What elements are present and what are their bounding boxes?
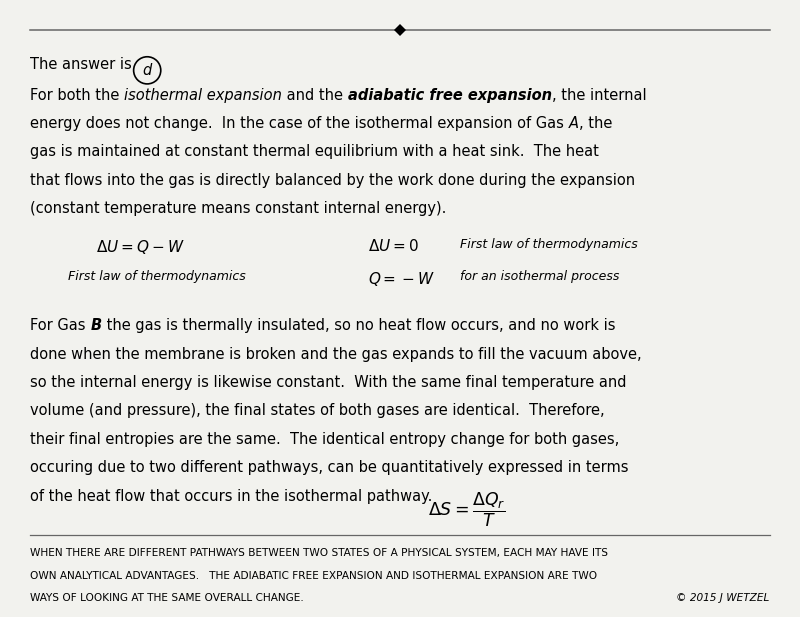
Text: $\Delta U = Q - W$: $\Delta U = Q - W$ [96,238,185,256]
Text: done when the membrane is broken and the gas expands to fill the vacuum above,: done when the membrane is broken and the… [30,347,642,362]
Text: energy does not change.  In the case of the isothermal expansion of Gas: energy does not change. In the case of t… [30,116,569,131]
Text: , the internal: , the internal [552,88,646,102]
Text: $\Delta S = \dfrac{\Delta Q_r}{T}$: $\Delta S = \dfrac{\Delta Q_r}{T}$ [428,491,506,529]
Text: First law of thermodynamics: First law of thermodynamics [68,270,246,283]
Text: occuring due to two different pathways, can be quantitatively expressed in terms: occuring due to two different pathways, … [30,460,629,475]
Text: adiabatic free expansion: adiabatic free expansion [348,88,552,102]
Text: gas is maintained at constant thermal equilibrium with a heat sink.  The heat: gas is maintained at constant thermal eq… [30,144,599,159]
Text: For both the: For both the [30,88,125,102]
Text: The answer is: The answer is [30,57,137,72]
Text: so the internal energy is likewise constant.  With the same final temperature an: so the internal energy is likewise const… [30,375,627,390]
Text: OWN ANALYTICAL ADVANTAGES.   THE ADIABATIC FREE EXPANSION AND ISOTHERMAL EXPANSI: OWN ANALYTICAL ADVANTAGES. THE ADIABATIC… [30,571,598,581]
Text: (constant temperature means constant internal energy).: (constant temperature means constant int… [30,201,446,216]
Text: for an isothermal process: for an isothermal process [460,270,619,283]
Text: WHEN THERE ARE DIFFERENT PATHWAYS BETWEEN TWO STATES OF A PHYSICAL SYSTEM, EACH : WHEN THERE ARE DIFFERENT PATHWAYS BETWEE… [30,549,608,558]
Text: that flows into the gas is directly balanced by the work done during the expansi: that flows into the gas is directly bala… [30,173,635,188]
Text: $Q = -W$: $Q = -W$ [368,270,435,288]
Text: © 2015 J WETZEL: © 2015 J WETZEL [676,593,770,603]
Text: $\Delta U = 0$: $\Delta U = 0$ [368,238,419,254]
Text: of the heat flow that occurs in the isothermal pathway.: of the heat flow that occurs in the isot… [30,489,433,503]
Text: A: A [569,116,579,131]
Text: First law of thermodynamics: First law of thermodynamics [460,238,638,251]
Text: isothermal expansion: isothermal expansion [125,88,282,102]
Text: and the: and the [282,88,348,102]
Text: B: B [90,318,102,333]
Text: the gas is thermally insulated, so no heat flow occurs, and no work is: the gas is thermally insulated, so no he… [102,318,615,333]
Text: For Gas: For Gas [30,318,90,333]
Text: volume (and pressure), the final states of both gases are identical.  Therefore,: volume (and pressure), the final states … [30,404,605,418]
Text: their final entropies are the same.  The identical entropy change for both gases: their final entropies are the same. The … [30,432,620,447]
Text: d: d [142,63,152,78]
Text: WAYS OF LOOKING AT THE SAME OVERALL CHANGE.: WAYS OF LOOKING AT THE SAME OVERALL CHAN… [30,593,304,603]
Text: , the: , the [579,116,612,131]
